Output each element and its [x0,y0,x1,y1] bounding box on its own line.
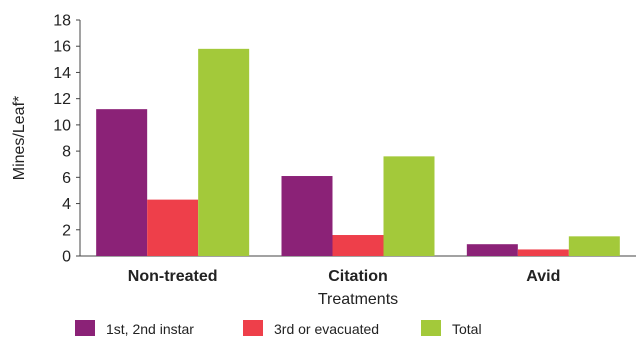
bar [383,156,435,256]
legend-swatch [421,320,441,336]
x-category-label: Citation [328,268,388,285]
bar [198,48,250,256]
x-category-labels: Non-treated Citation Avid [128,268,561,285]
bar [281,176,333,256]
legend-swatch [243,320,263,336]
legend-label: 1st, 2nd instar [106,321,194,337]
y-tick-label: 4 [62,196,71,213]
bars [96,48,620,257]
x-axis-title: Treatments [318,291,398,308]
legend-label: 3rd or evacuated [274,321,379,337]
y-tick-label: 16 [53,39,71,56]
y-ticks: 0 2 4 6 8 10 12 14 16 18 [53,13,80,266]
y-tick-label: 12 [53,91,71,108]
bar [147,199,199,256]
bar [96,109,148,257]
x-category-label: Avid [526,268,560,285]
legend: 1st, 2nd instar 3rd or evacuated Total [75,320,482,337]
x-category-label: Non-treated [128,268,218,285]
y-tick-label: 8 [62,144,71,161]
bar [466,244,518,256]
y-tick-label: 2 [62,222,71,239]
y-tick-label: 6 [62,170,71,187]
y-tick-label: 18 [53,13,71,30]
y-tick-label: 10 [53,117,71,134]
legend-swatch [75,320,95,336]
bar [517,249,569,256]
bar [568,236,620,256]
y-axis-title: Mines/Leaf* [11,96,28,181]
legend-label: Total [452,321,482,337]
y-tick-label: 0 [62,249,71,266]
y-tick-label: 14 [53,65,71,82]
bar [332,235,384,256]
